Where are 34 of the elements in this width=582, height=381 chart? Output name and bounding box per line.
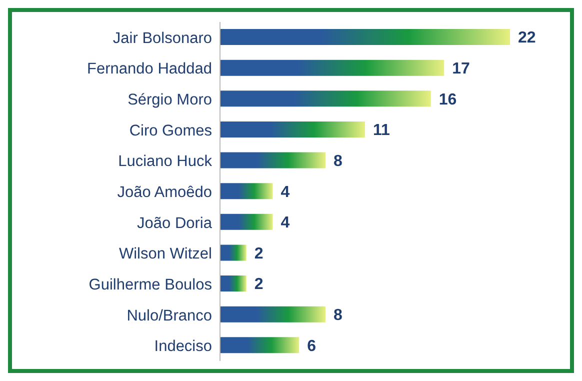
data-label: 2 (254, 276, 264, 294)
bar (220, 276, 246, 292)
bar (220, 60, 444, 76)
bar (220, 214, 273, 230)
y-tick-label: João Amoêdo (117, 184, 212, 202)
data-label: 17 (452, 60, 470, 78)
bar (220, 244, 246, 261)
data-label: 22 (518, 30, 536, 47)
data-label: 4 (280, 184, 290, 201)
bar (220, 183, 273, 200)
bar (220, 337, 300, 354)
y-tick-label: Sérgio Moro (128, 92, 212, 109)
y-tick-label: Fernando Haddad (87, 60, 212, 78)
y-tick-label: Ciro Gomes (129, 122, 212, 140)
y-tick-label: Wilson Witzel (118, 246, 212, 263)
bar (220, 29, 510, 45)
bar (220, 152, 326, 168)
data-label: 2 (254, 245, 264, 262)
data-label: 8 (333, 152, 342, 170)
bar (220, 90, 431, 107)
y-tick-label: Luciano Huck (118, 153, 212, 170)
y-tick-label: Nulo/Branco (126, 307, 212, 324)
data-label: 4 (280, 214, 290, 232)
frame: Jair Bolsonaro Fernando Haddad Sérgio Moro Ciro Gomes Luciano Huck João Amoêdo João Doria Wilson Witzel Guilherme Boulos Nulo/Branco Indeciso 22 17 16 11 8 4 4 2 2 8 6 (8, 8, 574, 373)
bar (220, 306, 326, 322)
y-tick-label: João Doria (137, 214, 212, 232)
data-label: 11 (373, 122, 390, 140)
bar (220, 121, 365, 138)
data-label: 6 (307, 338, 316, 355)
data-label: 8 (333, 307, 342, 324)
y-tick-label: Jair Bolsonaro (112, 30, 212, 47)
data-label: 16 (438, 91, 457, 108)
y-tick-label: Indeciso (154, 338, 212, 356)
y-tick-label: Guilherme Boulos (88, 276, 212, 294)
